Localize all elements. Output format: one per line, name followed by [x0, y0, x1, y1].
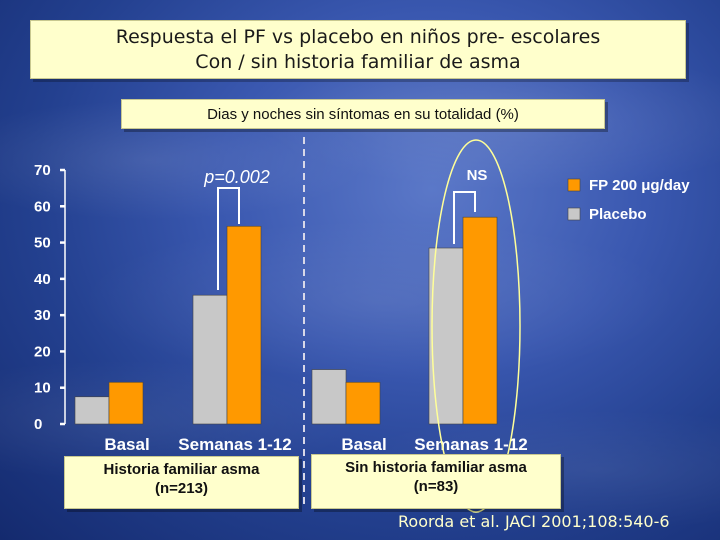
group-label-2-line1: Sin historia familiar asma	[345, 459, 527, 476]
group-label-1-line2: (n=213)	[155, 480, 208, 497]
y-tick-label-40: 40	[34, 271, 51, 288]
bar-placebo-1	[192, 294, 228, 425]
y-tick-label-60: 60	[34, 198, 51, 215]
group-label-1-line1: Historia familiar asma	[103, 461, 260, 478]
citation: Roorda et al. JACI 2001;108:540-6	[398, 512, 670, 531]
y-tick-label-0: 0	[34, 416, 42, 433]
legend-label-0: FP 200 μg/day	[589, 177, 690, 194]
legend-swatch-1	[567, 207, 581, 221]
group-label-2: Sin historia familiar asma (n=83)	[311, 454, 561, 509]
chart-title: Dias y noches sin síntomas en su totalid…	[121, 99, 605, 129]
bar-placebo-0	[74, 396, 110, 425]
legend-label-1: Placebo	[589, 206, 647, 223]
y-tick-label-30: 30	[34, 307, 51, 324]
x-category-label-1: Semanas 1-12	[178, 435, 291, 454]
x-category-label-2: Basal	[341, 435, 386, 454]
y-tick-label-10: 10	[34, 380, 51, 397]
y-tick-label-20: 20	[34, 343, 51, 360]
group-label-2-line2: (n=83)	[413, 478, 459, 495]
x-category-label-0: Basal	[104, 435, 149, 454]
annotation-ns: NS	[467, 167, 488, 184]
annotation-p-value: p=0.002	[203, 167, 270, 187]
bar-fp-0	[108, 381, 144, 425]
title-line-1: Respuesta el PF vs placebo en niños pre-…	[115, 26, 601, 48]
y-tick-label-50: 50	[34, 235, 51, 252]
title-line-2: Con / sin historia familiar de asma	[195, 51, 521, 73]
y-tick-label-70: 70	[34, 162, 51, 179]
bar-fp-1	[226, 225, 262, 425]
bar-placebo-2	[311, 369, 347, 425]
significance-bracket-1	[217, 187, 240, 290]
significance-bracket-2	[453, 191, 476, 244]
slide-title: Respuesta el PF vs placebo en niños pre-…	[30, 20, 686, 79]
bar-fp-3	[462, 216, 498, 425]
group-label-1: Historia familiar asma (n=213)	[64, 456, 299, 509]
bar-fp-2	[345, 381, 381, 425]
legend-swatch-0	[567, 178, 581, 192]
ns-highlight-ellipse	[431, 139, 521, 513]
